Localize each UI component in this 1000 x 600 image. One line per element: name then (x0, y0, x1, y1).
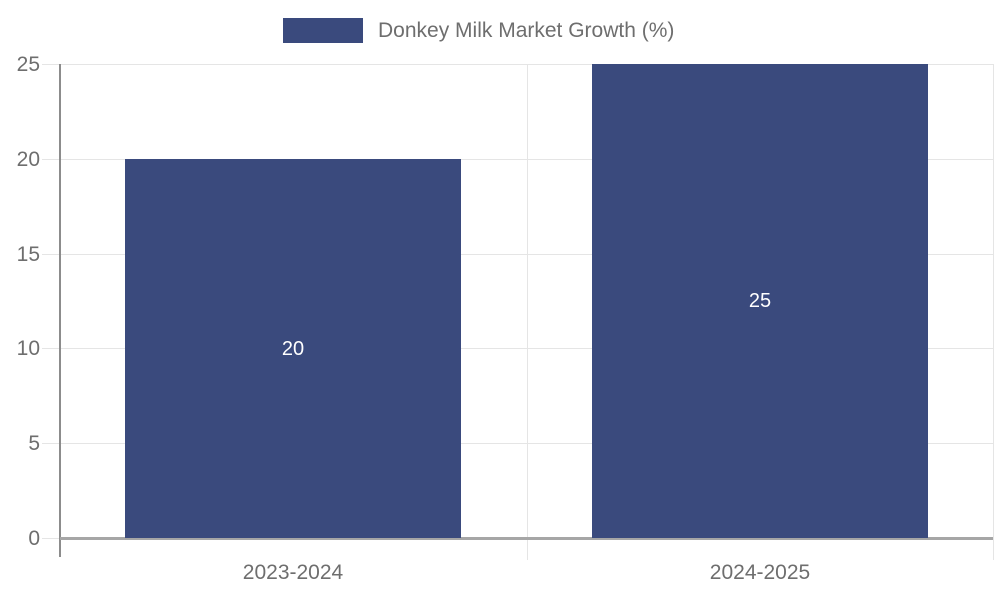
y-tick-mark (42, 159, 60, 160)
y-tick-label: 10 (16, 337, 40, 360)
x-axis-line (60, 537, 993, 540)
x-gridline (527, 64, 528, 560)
y-tick-mark (42, 64, 60, 65)
y-tick-mark (42, 348, 60, 349)
bar[interactable] (125, 159, 461, 538)
y-tick-mark (42, 538, 60, 539)
y-gridline (60, 159, 993, 160)
y-gridline (60, 348, 993, 349)
y-tick-label: 20 (16, 148, 40, 171)
y-gridline (60, 254, 993, 255)
y-gridline (60, 443, 993, 444)
x-tick-label: 2024-2025 (709, 561, 811, 584)
bar[interactable] (592, 64, 928, 538)
y-tick-label: 5 (28, 432, 40, 455)
bar-value-label: 25 (748, 290, 772, 312)
x-gridline (993, 64, 994, 560)
y-tick-label: 25 (16, 53, 40, 76)
legend-item[interactable]: Donkey Milk Market Growth (%) (283, 18, 674, 43)
y-tick-label: 15 (16, 243, 40, 266)
y-axis-line (59, 64, 61, 557)
y-gridline (60, 64, 993, 65)
legend-label: Donkey Milk Market Growth (%) (378, 18, 675, 42)
bar-value-label: 20 (281, 338, 305, 360)
y-tick-mark (42, 254, 60, 255)
y-tick-label: 0 (28, 527, 40, 550)
x-tick-label: 2023-2024 (242, 561, 344, 584)
legend-swatch (283, 18, 363, 43)
y-tick-mark (42, 443, 60, 444)
